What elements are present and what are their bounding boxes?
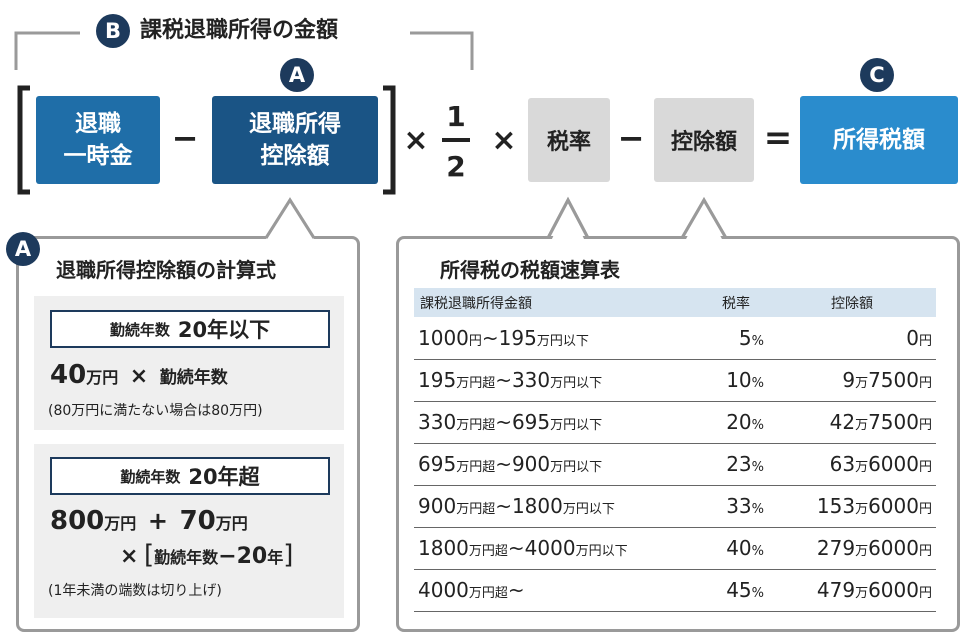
header-deduction: 控除額	[768, 288, 936, 317]
case2-minus: −	[218, 544, 237, 569]
case1-op: ×	[129, 364, 149, 389]
case2-formula-line2: × [勤続年数−20年]	[120, 540, 294, 570]
case2-unit2: 万円	[215, 514, 248, 533]
income-range-cell: 195万円超~330万円以下	[414, 359, 704, 402]
tax-rate-cell: 23%	[704, 443, 768, 486]
case2-num2: 70	[179, 506, 216, 536]
equals-operator: =	[763, 118, 793, 158]
case2-op2: ×	[120, 544, 139, 569]
table-row: 330万円超~695万円以下 20% 42万7500円	[414, 401, 936, 444]
badge-c: C	[860, 58, 894, 92]
income-range-cell: 695万円超~900万円以下	[414, 443, 704, 486]
table-row: 1000円~195万円以下 5% 0円	[414, 317, 936, 360]
tax-rate-cell: 10%	[704, 359, 768, 402]
times-operator-2: ×	[491, 122, 517, 158]
tax-rate-cell: 40%	[704, 527, 768, 570]
header-rate: 税率	[704, 288, 768, 317]
minus-operator: −	[171, 119, 199, 157]
case1-label-prefix: 勤続年数	[109, 320, 170, 339]
deduction-amount-cell: 479万6000円	[768, 569, 936, 612]
case2-unit1: 万円	[104, 514, 137, 533]
table-header-row: 課税退職所得金額 税率 控除額	[414, 288, 936, 317]
table-row: 4000万円超~ 45% 479万6000円	[414, 569, 936, 612]
case2-label: 勤続年数 20年超	[50, 457, 330, 495]
deduction-amount-cell: 63万6000円	[768, 443, 936, 486]
deduction-amount-cell: 9万7500円	[768, 359, 936, 402]
case1-note: (80万円に満たない場合は80万円)	[48, 403, 263, 419]
deduction-amount-cell: 153万6000円	[768, 485, 936, 528]
case2-unit3: 年	[267, 548, 284, 567]
badge-b: B	[96, 14, 130, 48]
tax-rate-cell: 20%	[704, 401, 768, 444]
deduction-amount-cell: 42万7500円	[768, 401, 936, 444]
retirement-lump-sum-box: 退職 一時金	[36, 96, 160, 184]
case2-formula-line1: 800万円 + 70万円	[50, 506, 248, 536]
times-operator: ×	[403, 122, 429, 158]
tax-rate-cell: 45%	[704, 569, 768, 612]
table-row: 900万円超~1800万円以下 33% 153万6000円	[414, 485, 936, 528]
case2-op1: +	[147, 507, 168, 535]
case2-label-prefix: 勤続年数	[120, 467, 181, 486]
badge-a-top: A	[280, 58, 314, 92]
deduction-box: 控除額	[654, 98, 754, 182]
case1-formula: 40万円 × 勤続年数	[50, 360, 228, 390]
case1-label-value: 20年以下	[177, 318, 271, 342]
case1-label: 勤続年数 20年以下	[50, 310, 330, 348]
tax-table-title: 所得税の税額速算表	[440, 258, 620, 282]
fraction-denominator: 2	[446, 149, 466, 183]
case2-note: (1年未満の端数は切り上げ)	[48, 583, 222, 599]
case2-num1: 800	[50, 506, 105, 536]
case1-num: 40	[50, 360, 87, 390]
table-row: 695万円超~900万円以下 23% 63万6000円	[414, 443, 936, 486]
income-tax-box: 所得税額	[800, 96, 958, 184]
deduction-amount-cell: 0円	[768, 317, 936, 360]
income-range-cell: 1000円~195万円以下	[414, 317, 704, 360]
income-range-cell: 900万円超~1800万円以下	[414, 485, 704, 528]
header-income: 課税退職所得金額	[414, 288, 704, 317]
tax-rate-box: 税率	[528, 98, 610, 182]
taxable-retirement-income-label: 課税退職所得の金額	[140, 18, 339, 43]
income-range-cell: 1800万円超~4000万円以下	[414, 527, 704, 570]
case2-num3: 20	[236, 544, 268, 569]
income-range-cell: 330万円超~695万円以下	[414, 401, 704, 444]
case1-var: 勤続年数	[159, 368, 228, 388]
deduction-amount-cell: 279万6000円	[768, 527, 936, 570]
fraction-numerator: 1	[446, 99, 466, 133]
minus-operator-2: −	[617, 119, 645, 157]
table-row: 1800万円超~4000万円以下 40% 279万6000円	[414, 527, 936, 570]
income-range-cell: 4000万円超~	[414, 569, 704, 612]
badge-a-panel: A	[6, 232, 40, 266]
case2-var: 勤続年数	[154, 548, 219, 567]
tax-rate-cell: 5%	[704, 317, 768, 360]
case1-unit: 万円	[86, 368, 119, 387]
tax-rate-table: 課税退職所得金額 税率 控除額 1000円~195万円以下 5% 0円 195万円超~…	[414, 288, 936, 612]
deduction-formula-title: 退職所得控除額の計算式	[56, 258, 276, 282]
table-row: 195万円超~330万円以下 10% 9万7500円	[414, 359, 936, 402]
case2-label-value: 20年超	[188, 465, 260, 489]
tax-rate-cell: 33%	[704, 485, 768, 528]
retirement-deduction-box: 退職所得 控除額	[212, 96, 378, 184]
